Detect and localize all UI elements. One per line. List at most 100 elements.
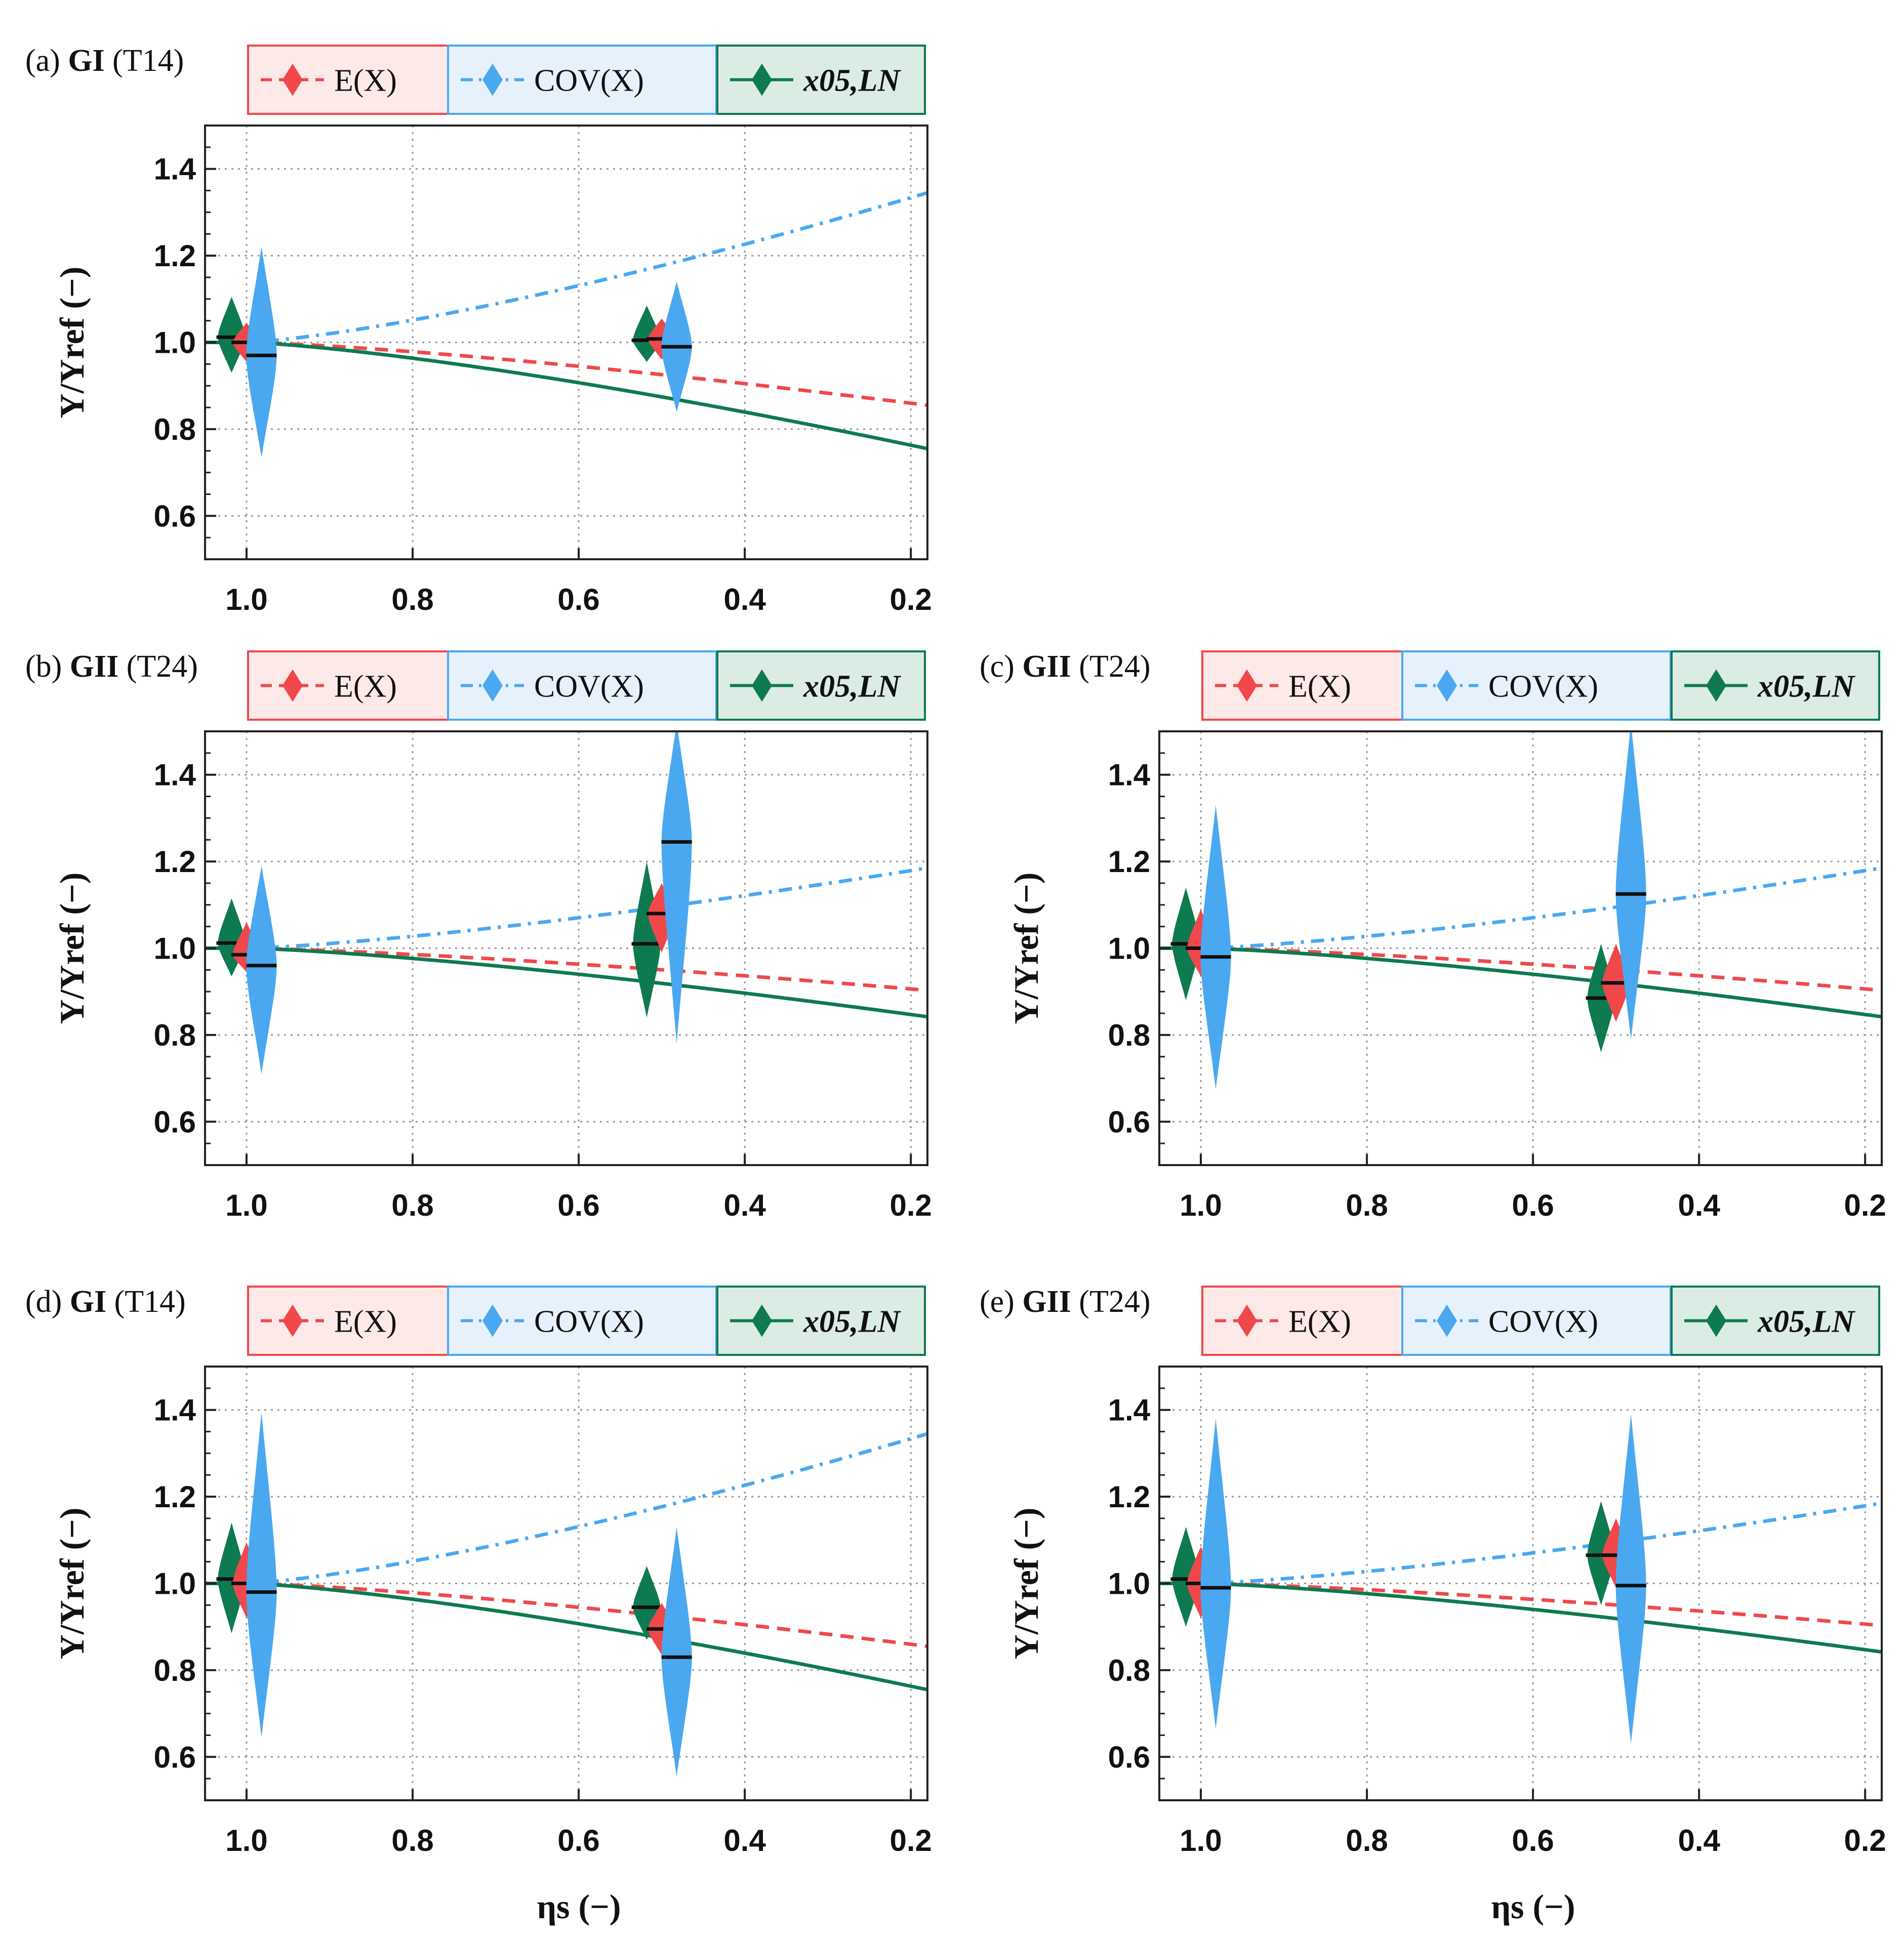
chart-panel-b: (b) GII (T24) E(X) COV(X) x05,LN 1.0 0.8 0.6 0.… bbox=[25, 649, 932, 1222]
panel-title-prefix: (c) bbox=[980, 649, 1022, 684]
legend-item-x05: x05,LN bbox=[716, 650, 926, 721]
legend-item-cov: COV(X) bbox=[1401, 1286, 1672, 1356]
y-tick-label: 1.4 bbox=[1108, 1393, 1151, 1427]
curve-cov bbox=[1159, 866, 1882, 950]
panel-title-prefix: (b) bbox=[25, 649, 70, 684]
x-tick-label: 1.0 bbox=[225, 1824, 267, 1857]
gridlines bbox=[1159, 1367, 1882, 1800]
chart-panel-c: (c) GII (T24) E(X) COV(X) x05,LN 1.0 0.8 0.6 0.… bbox=[980, 649, 1886, 1222]
x-tick-label: 0.2 bbox=[889, 1824, 931, 1857]
y-tick-label: 1.0 bbox=[154, 1567, 196, 1601]
legend-diamond-cov bbox=[482, 669, 503, 702]
violin-x05 bbox=[1587, 1501, 1615, 1605]
chart-panel-e: (e) GII (T24) E(X) COV(X) x05,LN 1.0 0.8 0.6 0.… bbox=[980, 1285, 1886, 1926]
y-tick-label: 0.8 bbox=[154, 1018, 196, 1052]
legend-diamond-mean bbox=[282, 1304, 303, 1337]
x-tick-label: 0.4 bbox=[723, 583, 766, 616]
curve-mean bbox=[205, 341, 927, 407]
y-tick-label: 1.2 bbox=[154, 239, 196, 273]
y-tick-label: 0.8 bbox=[154, 412, 196, 446]
y-tick-label: 0.6 bbox=[154, 1105, 196, 1139]
panel-title-specimen: (T24) bbox=[118, 649, 198, 684]
panel-title-group: GI bbox=[70, 1285, 106, 1319]
panel-title: (c) GII (T24) bbox=[980, 649, 1150, 684]
legend-diamond-mean bbox=[282, 669, 303, 702]
distributions bbox=[216, 246, 692, 458]
y-tick-label: 1.0 bbox=[1108, 932, 1150, 966]
y-tick-label: 0.6 bbox=[154, 499, 196, 533]
panel-title-prefix: (a) bbox=[25, 44, 68, 78]
curve-x05 bbox=[205, 946, 927, 1019]
chart-panel-a: (a) GI (T14) E(X) COV(X) x05,LN 1.0 0.8 0.6 0.4… bbox=[25, 44, 932, 616]
y-tick-label: 1.0 bbox=[154, 326, 196, 360]
violin-x05 bbox=[218, 297, 246, 373]
legend-item-mean: E(X) bbox=[1201, 650, 1403, 721]
curves bbox=[205, 191, 927, 450]
legend-label-cov: COV(X) bbox=[534, 670, 644, 704]
x-tick-label: 0.8 bbox=[1346, 1824, 1388, 1857]
legend-label-cov: COV(X) bbox=[1488, 670, 1598, 704]
legend-diamond-cov bbox=[482, 1304, 503, 1337]
legend-label-mean: E(X) bbox=[1288, 670, 1351, 704]
violin-cov bbox=[246, 865, 277, 1075]
curve-mean bbox=[1159, 946, 1882, 993]
y-tick-label: 1.0 bbox=[1108, 1567, 1150, 1601]
curve-mean bbox=[205, 1582, 927, 1648]
y-axis-label: Y/Yref (−) bbox=[53, 1508, 91, 1660]
curves bbox=[205, 1432, 927, 1691]
x-tick-label: 0.6 bbox=[557, 1188, 599, 1222]
legend-diamond-x05 bbox=[752, 1304, 772, 1337]
y-tick-label: 1.2 bbox=[1108, 845, 1150, 879]
curve-x05 bbox=[1159, 946, 1882, 1019]
legend-label-x05: x05,LN bbox=[803, 64, 901, 98]
legend-diamond-mean bbox=[1237, 669, 1257, 702]
gridlines bbox=[205, 126, 927, 559]
legend-label-mean: E(X) bbox=[334, 670, 397, 704]
x-tick-label: 0.8 bbox=[1346, 1188, 1388, 1222]
curve-mean bbox=[205, 946, 927, 993]
panel-title-prefix: (e) bbox=[980, 1285, 1022, 1319]
legend-diamond-x05 bbox=[1706, 669, 1726, 702]
panel-title-specimen: (T14) bbox=[106, 1285, 186, 1319]
violin-cov bbox=[1200, 805, 1231, 1090]
legend-box-x05 bbox=[1671, 1286, 1880, 1356]
curve-x05 bbox=[1159, 1582, 1882, 1654]
y-tick-label: 1.4 bbox=[154, 1393, 196, 1427]
violin-x05 bbox=[633, 861, 661, 1018]
legend-diamond-mean bbox=[282, 63, 303, 96]
distributions bbox=[216, 1412, 692, 1776]
violin-cov bbox=[246, 1412, 277, 1738]
legend-label-x05: x05,LN bbox=[803, 670, 901, 704]
y-tick-label: 0.6 bbox=[1108, 1105, 1150, 1139]
violin-cov bbox=[661, 731, 692, 1044]
legend-label-mean: E(X) bbox=[1288, 1305, 1351, 1339]
x-tick-label: 0.8 bbox=[391, 1824, 433, 1857]
y-tick-label: 0.8 bbox=[1108, 1018, 1150, 1052]
x-tick-label: 1.0 bbox=[1180, 1188, 1222, 1222]
legend-label-cov: COV(X) bbox=[534, 64, 644, 98]
x-tick-label: 0.6 bbox=[1512, 1188, 1554, 1222]
distributions bbox=[216, 731, 692, 1075]
violin-cov bbox=[661, 1527, 692, 1776]
legend-item-cov: COV(X) bbox=[447, 650, 717, 721]
legend-label-mean: E(X) bbox=[334, 1305, 397, 1339]
x-tick-label: 0.2 bbox=[1844, 1824, 1886, 1857]
legend-item-mean: E(X) bbox=[247, 1286, 449, 1356]
x-axis-label: ηs (−) bbox=[1491, 1887, 1575, 1926]
distributions bbox=[1170, 731, 1646, 1090]
panel-title-group: GII bbox=[1022, 1285, 1071, 1319]
panel-title-specimen: (T14) bbox=[105, 44, 184, 78]
curves bbox=[1159, 866, 1882, 1019]
y-tick-label: 1.4 bbox=[1108, 758, 1151, 792]
y-tick-label: 0.8 bbox=[154, 1654, 196, 1687]
y-axis-label: Y/Yref (−) bbox=[1007, 873, 1045, 1024]
y-tick-label: 1.0 bbox=[154, 932, 196, 966]
curve-cov bbox=[205, 1432, 927, 1585]
x-tick-label: 0.2 bbox=[889, 1188, 931, 1222]
y-tick-label: 0.8 bbox=[1108, 1654, 1150, 1687]
x-tick-label: 0.8 bbox=[391, 583, 433, 616]
distributions bbox=[1170, 1414, 1646, 1744]
y-tick-label: 1.2 bbox=[154, 845, 196, 879]
gridlines bbox=[1159, 731, 1882, 1165]
